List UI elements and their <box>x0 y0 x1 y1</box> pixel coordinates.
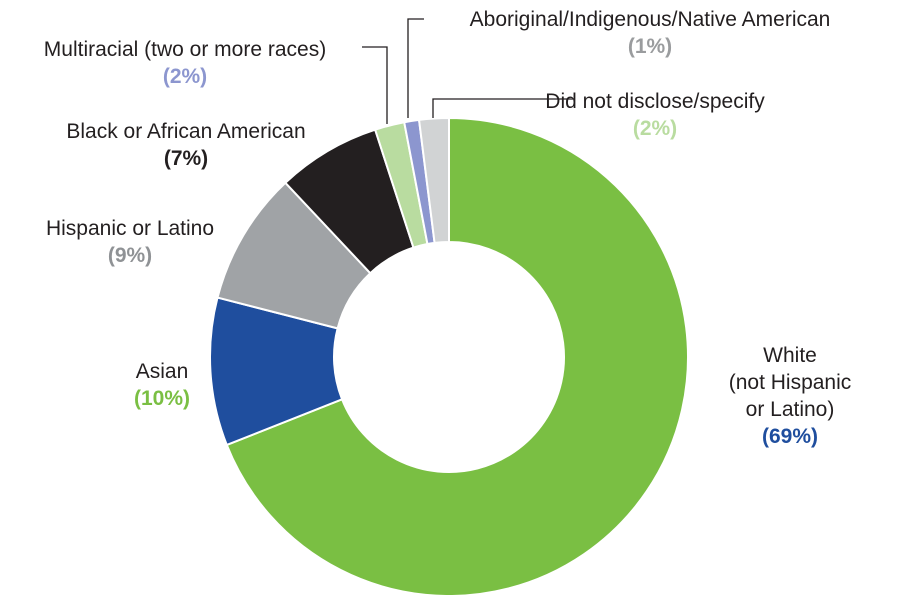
leader-line <box>362 46 388 124</box>
slice-label-percent: (2%) <box>163 65 207 88</box>
slice-label-name: or Latino) <box>746 398 835 421</box>
slice-label-name: Black or African American <box>66 120 305 143</box>
donut-slices <box>209 116 689 595</box>
leader-lines <box>362 18 573 124</box>
slice-label-percent: (7%) <box>164 147 208 170</box>
leader-line <box>432 98 573 118</box>
slice-label-name: Aboriginal/Indigenous/Native American <box>470 8 831 31</box>
slice-label-name: Did not disclose/specify <box>545 90 765 113</box>
slice-label-percent: (2%) <box>633 117 677 140</box>
slice-label-name: Multiracial (two or more races) <box>44 38 326 61</box>
leader-line <box>407 18 424 118</box>
slice-did-not-disclose-specify <box>417 116 450 245</box>
slice-label-percent: (1%) <box>628 35 672 58</box>
slice-label-percent: (10%) <box>134 387 190 410</box>
slice-label-name: (not Hispanic <box>729 371 852 394</box>
slice-label-name: Asian <box>136 360 189 383</box>
slice-label-percent: (69%) <box>762 425 818 448</box>
slice-label-name: Hispanic or Latino <box>46 217 214 240</box>
slice-labels: White (not Hispanic or Latino) (69%) Asian (1… <box>44 8 851 448</box>
slice-label-percent: (9%) <box>108 244 152 267</box>
slice-label-name: White <box>763 344 817 367</box>
slice-white-not-hispanic-or-latino <box>225 116 689 595</box>
